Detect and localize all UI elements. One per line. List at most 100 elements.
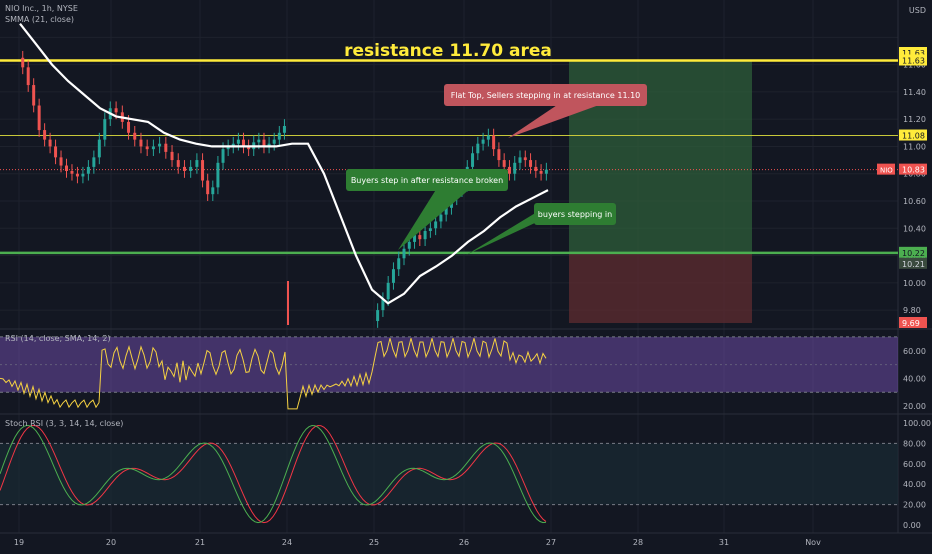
- candle-body: [70, 170, 74, 174]
- candle-body: [513, 162, 517, 174]
- price-tick-label: 9.80: [903, 306, 921, 315]
- candle-body: [518, 157, 522, 163]
- candle-body: [75, 173, 79, 177]
- currency-label: USD: [908, 6, 926, 15]
- resistance-title: resistance 11.70 area: [344, 41, 552, 61]
- candle-body: [216, 162, 220, 188]
- stoch-d-line: [0, 424, 547, 524]
- candle-body: [481, 139, 485, 144]
- candle-body: [507, 166, 511, 174]
- candle-body: [523, 157, 527, 161]
- candle-body: [434, 221, 438, 229]
- level-tag-11-63-text: 11.63: [902, 57, 925, 66]
- candle-body: [86, 166, 90, 174]
- stoch-tick-label: 40.00: [903, 480, 926, 489]
- rsi-line: [0, 338, 547, 410]
- candle-body: [381, 299, 385, 311]
- level-tag-10-22-bg: [899, 246, 927, 258]
- candle-body: [236, 139, 240, 144]
- x-tick-label: Nov: [805, 538, 821, 547]
- candle-body: [502, 160, 506, 167]
- level-tag-10-21-text: 10.21: [902, 260, 925, 269]
- top-price-tag-bg: [899, 47, 927, 58]
- smma-legend[interactable]: SMMA (21, close): [5, 15, 75, 24]
- price-tick-label: 11.00: [903, 142, 926, 151]
- x-tick-label: 20: [106, 538, 116, 547]
- price-tick-label: 11.40: [903, 88, 926, 97]
- candle-body: [407, 241, 411, 249]
- candle-body: [43, 130, 47, 140]
- candle-body: [81, 173, 85, 177]
- candle-body: [97, 139, 101, 158]
- x-tick-label: 19: [14, 538, 24, 547]
- candle-body: [211, 187, 215, 195]
- buyers-broken-callout-pointer: [398, 191, 468, 250]
- stoch-rsi-legend[interactable]: Stoch RSI (3, 3, 14, 14, close): [5, 419, 124, 428]
- x-tick-label: 25: [369, 538, 379, 547]
- candle-body: [471, 153, 475, 167]
- candle-body: [158, 143, 162, 147]
- candle-body: [397, 258, 401, 270]
- buyers-broken-callout-text: Buyers step in after resistance broken: [351, 176, 503, 185]
- top-price-tag-text: 11.63: [902, 49, 925, 58]
- candle-body: [391, 269, 395, 283]
- candle-body: [402, 248, 406, 259]
- candle-body: [497, 149, 501, 161]
- candle-body: [164, 143, 168, 152]
- candle-body: [423, 231, 427, 240]
- price-tick-label: 10.60: [903, 197, 926, 206]
- buyers-broken-callout-box: [346, 169, 508, 191]
- candle-body: [170, 151, 174, 161]
- candle-body: [226, 146, 230, 150]
- candle-body: [182, 166, 186, 171]
- stoch-tick-label: 20.00: [903, 501, 926, 510]
- flat-top-callout-text: Flat Top, Sellers stepping in at resista…: [451, 91, 641, 100]
- candle-body: [247, 146, 251, 150]
- candle-body: [257, 139, 261, 143]
- candle-body: [272, 139, 276, 144]
- candle-body: [444, 207, 448, 215]
- candle-body: [534, 166, 538, 171]
- level-tag-10-22-text: 10.22: [902, 249, 925, 258]
- buyers-stepping-pointer: [466, 212, 537, 255]
- flat-top-callout-pointer: [508, 106, 597, 138]
- candle-body: [439, 214, 443, 222]
- x-tick-label: 27: [546, 538, 556, 547]
- candle-body: [176, 160, 180, 167]
- candle-body: [65, 165, 68, 171]
- price-tick-label: 10.00: [903, 279, 926, 288]
- rsi-band: [0, 336, 898, 393]
- level-tag-11-63-bg: [899, 54, 927, 66]
- x-tick-label: 21: [195, 538, 205, 547]
- level-tag-11-08-bg: [899, 129, 927, 141]
- candle-body: [267, 143, 271, 147]
- candle-body: [221, 149, 225, 163]
- candle-body: [103, 119, 107, 140]
- candle-body: [486, 135, 490, 140]
- candle-body: [282, 125, 286, 133]
- candle-body: [413, 235, 417, 242]
- last-price-tag-bg: [899, 163, 927, 175]
- candle-body: [133, 132, 137, 140]
- stoch-tick-label: 80.00: [903, 439, 926, 448]
- stoch-band: [0, 443, 898, 505]
- rsi-tick-label: 40.00: [903, 374, 926, 383]
- candle-body: [376, 310, 380, 322]
- candle-body: [32, 85, 36, 106]
- candle-body: [206, 180, 210, 195]
- candle-body: [48, 139, 52, 147]
- candle-body: [544, 169, 548, 174]
- candle-body: [26, 67, 30, 86]
- rsi-legend[interactable]: RSI (14, close, SMA, 14, 2): [5, 334, 111, 343]
- candle-body: [37, 105, 41, 131]
- level-tag-10-21-bg: [899, 257, 927, 269]
- x-tick-label: 28: [633, 538, 643, 547]
- candle-body: [151, 146, 155, 150]
- candle-body: [277, 132, 281, 140]
- symbol-legend[interactable]: NIO Inc., 1h, NYSE: [5, 4, 78, 13]
- flat-top-callout-box: [444, 84, 647, 106]
- candle-body: [54, 146, 58, 158]
- rsi-tick-label: 60.00: [903, 347, 926, 356]
